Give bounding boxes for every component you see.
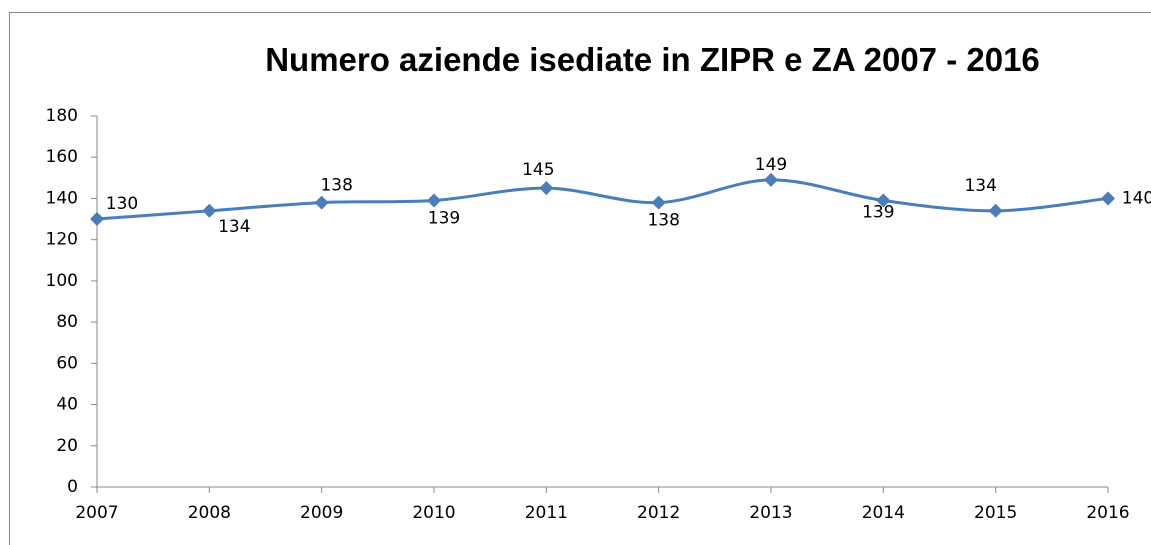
data-label: 134: [964, 176, 996, 196]
y-tick-label: 60: [56, 353, 78, 373]
data-label: 130: [106, 194, 138, 214]
chart-title: Numero aziende isediate in ZIPR e ZA 200…: [265, 41, 1040, 78]
marker: [314, 195, 329, 210]
y-tick-label: 140: [46, 188, 78, 208]
x-tick-label: 2011: [525, 503, 568, 523]
x-tick-label: 2009: [300, 503, 343, 523]
x-tick-label: 2014: [862, 503, 905, 523]
data-label: 149: [755, 155, 787, 175]
x-tick-label: 2015: [974, 503, 1017, 523]
y-tick-label: 40: [56, 395, 78, 415]
y-tick-label: 160: [46, 147, 78, 167]
data-label: 139: [862, 203, 894, 223]
x-tick-label: 2007: [75, 503, 118, 523]
x-tick-label: 2013: [749, 503, 792, 523]
y-tick-label: 80: [56, 312, 78, 332]
data-label: 134: [218, 217, 250, 237]
x-tick-label: 2012: [637, 503, 680, 523]
marker: [427, 193, 441, 208]
x-tick-label: 2010: [412, 503, 455, 523]
marker: [202, 203, 217, 218]
marker: [651, 195, 666, 210]
line: [96, 178, 1109, 221]
x-tick-label: 2016: [1086, 503, 1129, 523]
y-tick-label: 20: [56, 436, 78, 456]
x-tick-label: 2008: [188, 503, 231, 523]
marker: [988, 203, 1003, 218]
data-label: 140: [1122, 188, 1151, 208]
y-tick-label: 120: [46, 230, 78, 250]
chart-border: [9, 12, 1151, 545]
marker: [876, 193, 891, 208]
data-label: 139: [428, 209, 460, 229]
marker: [764, 172, 778, 187]
y-tick-label: 180: [46, 106, 78, 126]
data-label: 138: [320, 176, 352, 196]
data-label: 138: [647, 211, 679, 231]
y-tick-label: 0: [67, 477, 78, 497]
marker: [1101, 191, 1115, 206]
marker: [539, 181, 554, 196]
data-label: 145: [522, 160, 554, 180]
marker: [90, 212, 104, 227]
y-tick-label: 100: [46, 271, 78, 291]
